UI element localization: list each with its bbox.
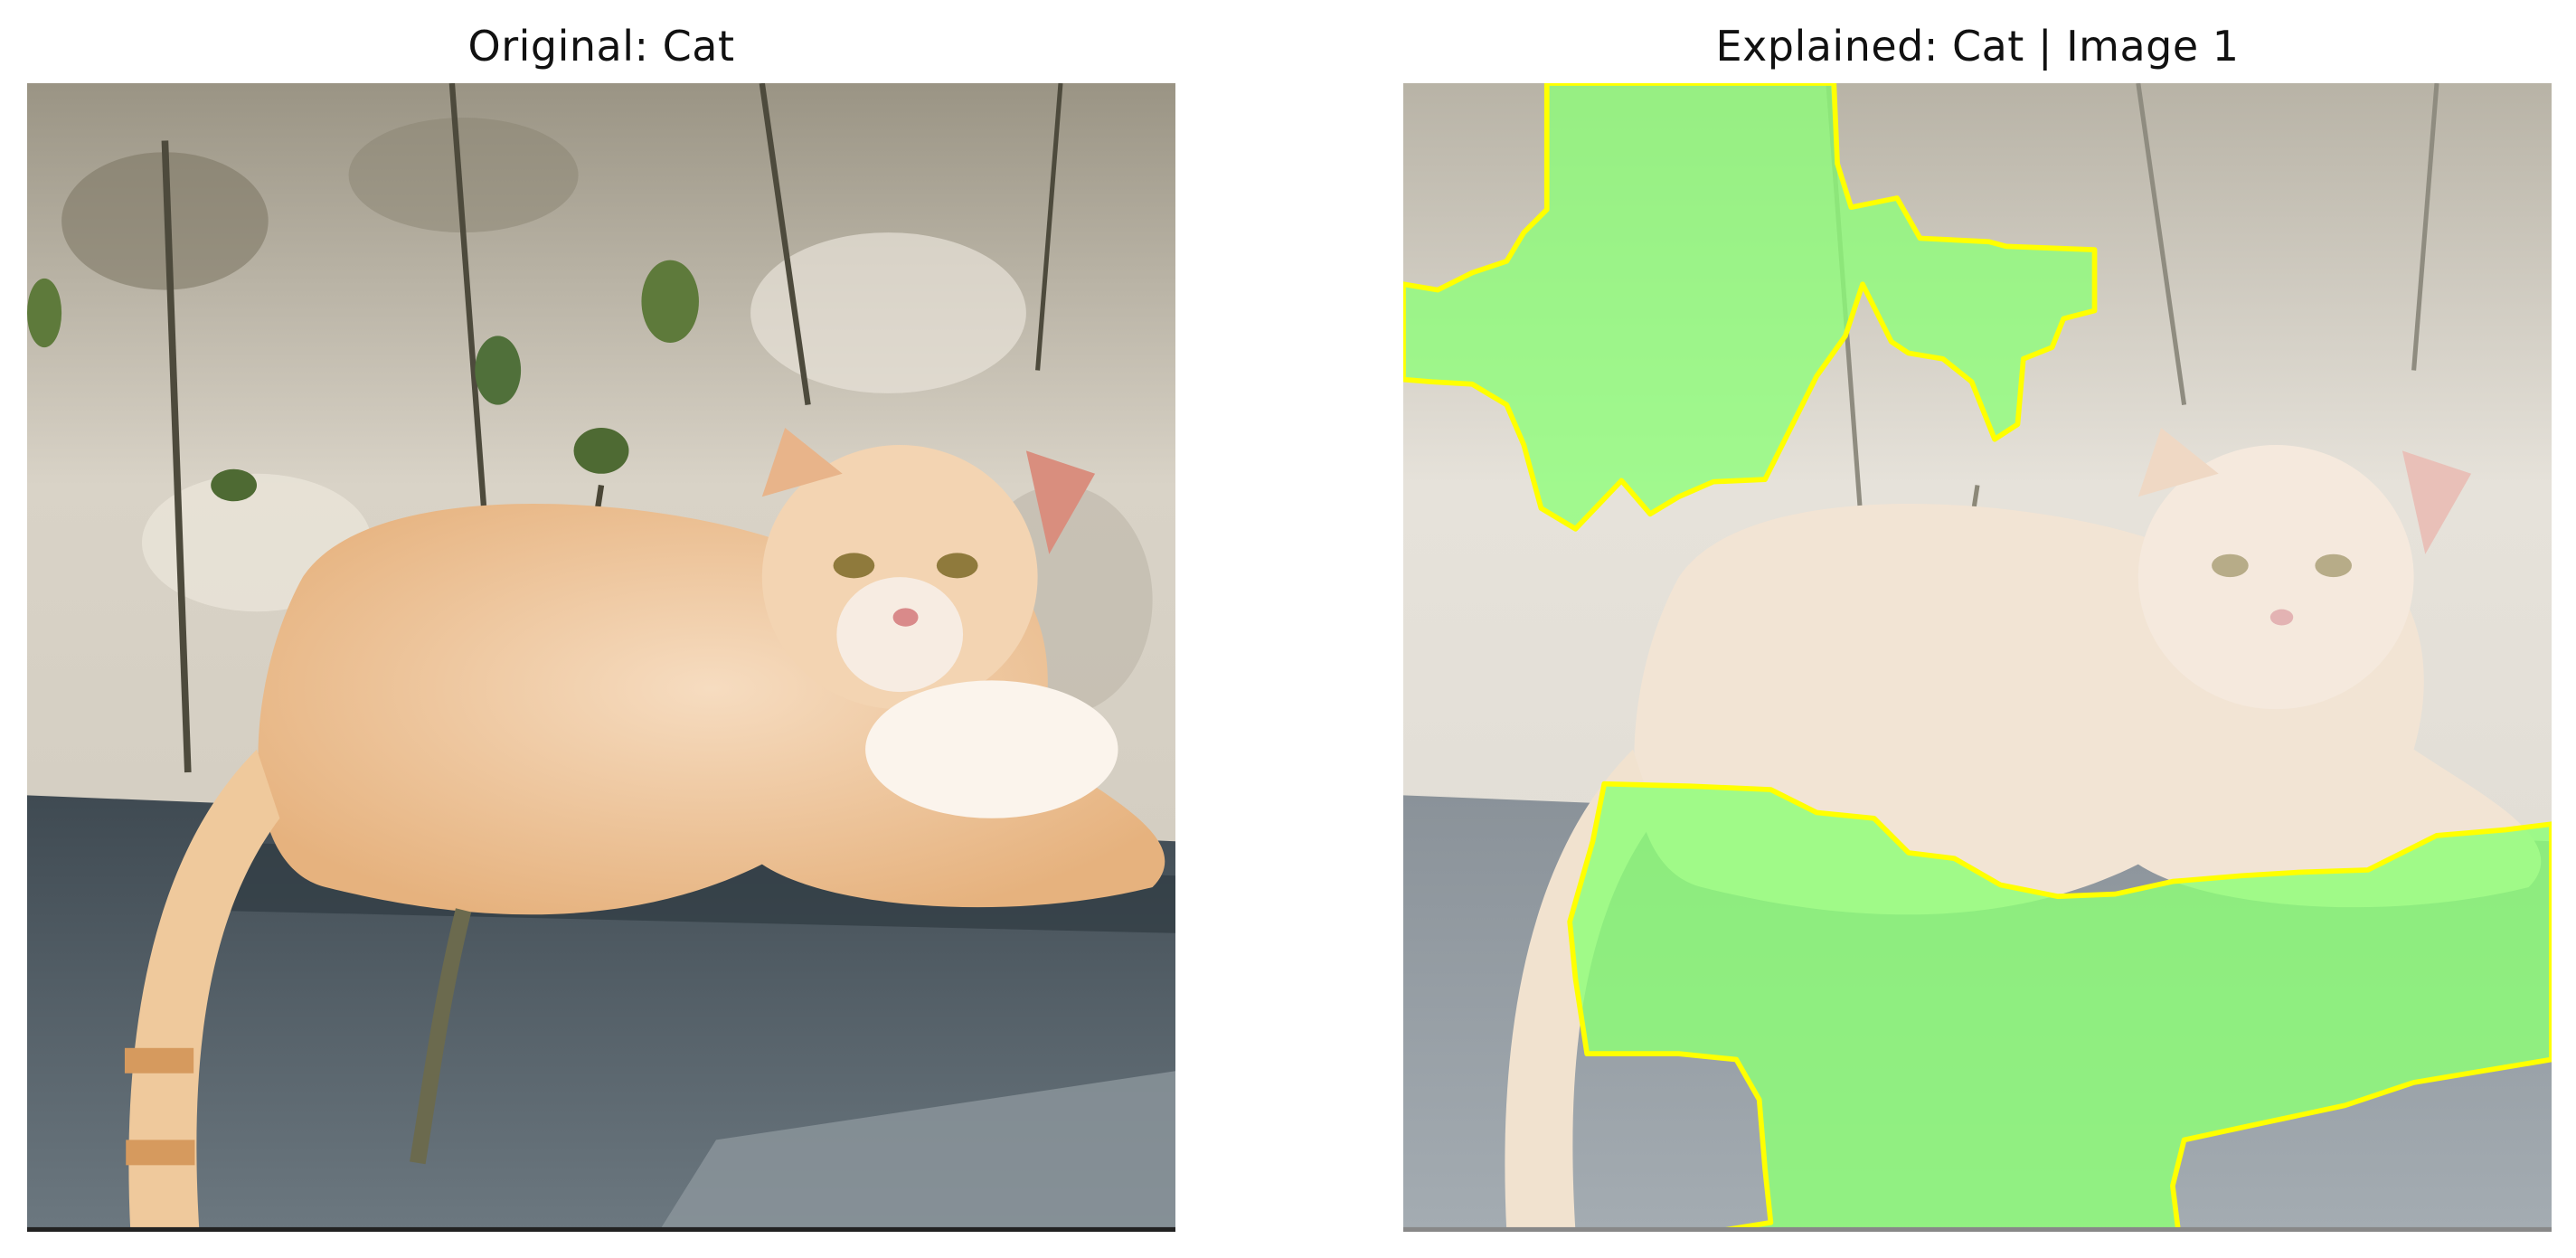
highlight-region-bottom bbox=[1567, 780, 2552, 1232]
original-image bbox=[27, 83, 1175, 1232]
explained-image bbox=[1403, 83, 2552, 1232]
original-panel: Original: Cat bbox=[27, 0, 1175, 1258]
cat-photo bbox=[27, 83, 1175, 1232]
highlight-region-top bbox=[1403, 83, 2098, 532]
explanation-overlay bbox=[1403, 83, 2552, 1232]
explained-title: Explained: Cat | Image 1 bbox=[1715, 22, 2240, 71]
explained-panel: Explained: Cat | Image 1 bbox=[1403, 0, 2552, 1258]
original-title: Original: Cat bbox=[467, 22, 735, 71]
